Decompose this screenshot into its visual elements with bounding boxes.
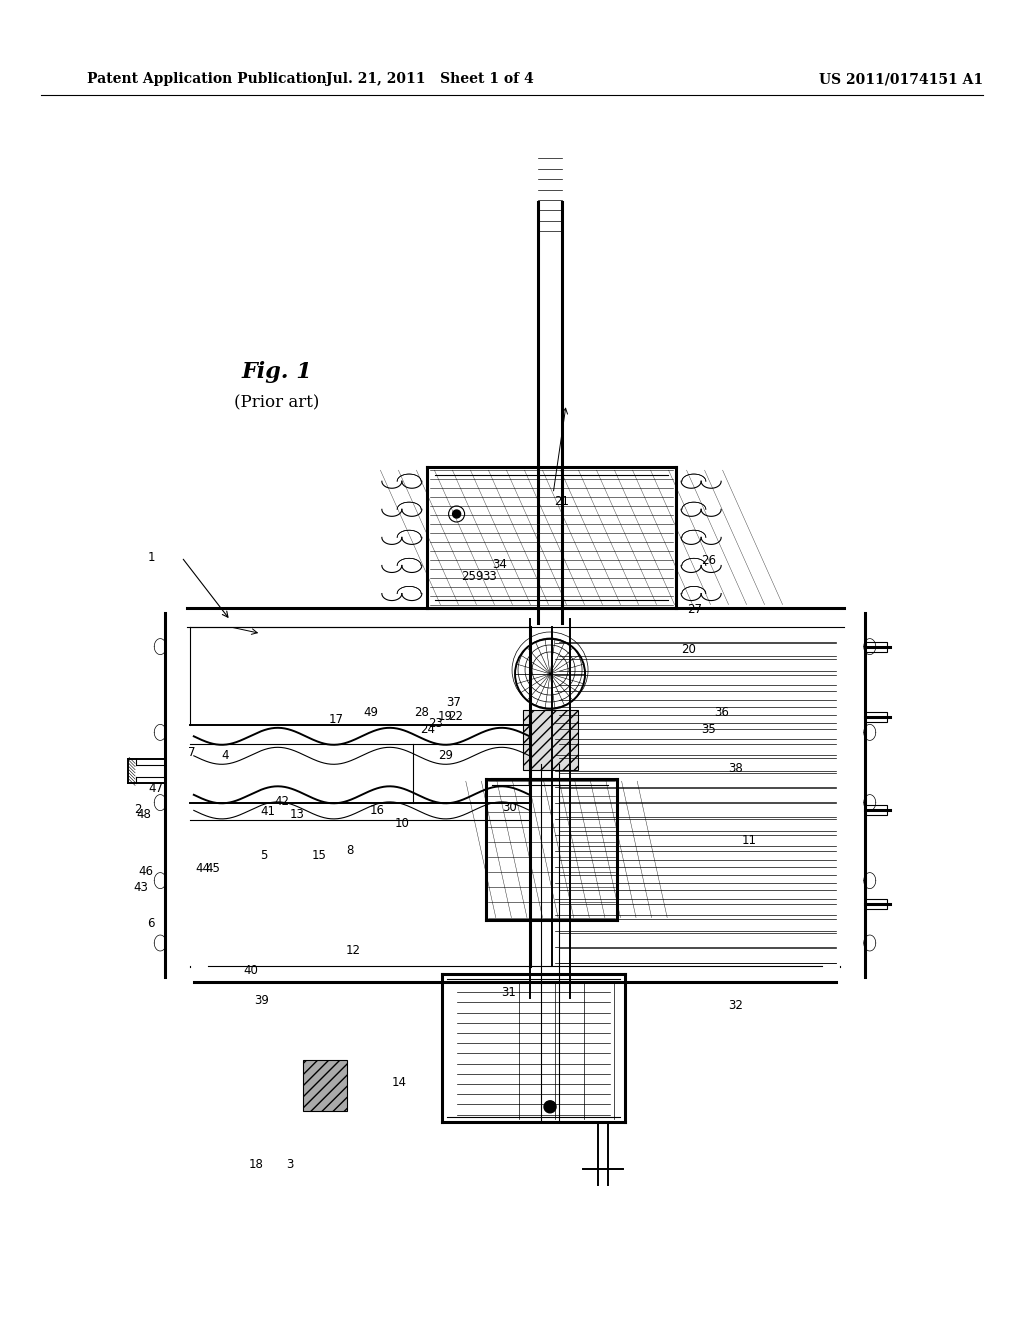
Bar (865, 899, 888, 909)
Text: 29: 29 (438, 748, 453, 762)
Text: 13: 13 (290, 808, 304, 821)
Text: 2: 2 (134, 803, 142, 816)
Text: 26: 26 (701, 554, 716, 568)
Text: 23: 23 (428, 717, 442, 730)
Text: 12: 12 (346, 944, 360, 957)
Text: 45: 45 (206, 862, 220, 875)
Text: 47: 47 (148, 781, 163, 795)
Text: 36: 36 (715, 706, 729, 719)
Text: 46: 46 (138, 865, 153, 878)
Text: 34: 34 (493, 558, 507, 572)
Text: 15: 15 (312, 849, 327, 862)
Text: 37: 37 (446, 696, 461, 709)
Text: 24: 24 (421, 723, 435, 737)
Text: Fig. 1: Fig. 1 (241, 362, 312, 383)
Text: 31: 31 (502, 986, 516, 999)
Text: 1: 1 (147, 550, 156, 564)
Text: Jul. 21, 2011   Sheet 1 of 4: Jul. 21, 2011 Sheet 1 of 4 (327, 73, 534, 86)
Text: 33: 33 (482, 570, 497, 583)
Bar (865, 642, 888, 652)
Text: 22: 22 (449, 710, 463, 723)
Text: 27: 27 (687, 603, 701, 616)
Circle shape (544, 1101, 556, 1113)
Text: 4: 4 (221, 748, 229, 762)
Text: 48: 48 (136, 808, 151, 821)
Text: 32: 32 (728, 999, 742, 1012)
Text: 30: 30 (503, 801, 517, 814)
Text: 41: 41 (261, 805, 275, 818)
Text: 21: 21 (554, 495, 568, 508)
Text: 17: 17 (329, 713, 343, 726)
Text: 43: 43 (134, 880, 148, 894)
Text: 25: 25 (462, 570, 476, 583)
Text: 16: 16 (370, 804, 384, 817)
Text: Patent Application Publication: Patent Application Publication (87, 73, 327, 86)
Text: 11: 11 (742, 834, 757, 847)
Text: 40: 40 (244, 964, 258, 977)
Text: 8: 8 (346, 843, 354, 857)
Text: 42: 42 (274, 795, 289, 808)
Text: 28: 28 (415, 706, 429, 719)
Circle shape (453, 510, 461, 517)
Text: 14: 14 (392, 1076, 407, 1089)
Text: 38: 38 (728, 762, 742, 775)
Text: 10: 10 (395, 817, 410, 830)
Bar (865, 805, 888, 816)
Text: 9: 9 (475, 570, 483, 583)
Text: 7: 7 (187, 746, 196, 759)
Bar (303, 1060, 347, 1110)
Text: 35: 35 (701, 723, 716, 737)
Text: 44: 44 (196, 862, 210, 875)
Text: 5: 5 (260, 849, 268, 862)
Text: 39: 39 (254, 994, 268, 1007)
Text: 49: 49 (364, 706, 378, 719)
Text: 18: 18 (249, 1158, 263, 1171)
Bar (522, 710, 578, 770)
Text: 6: 6 (146, 917, 155, 931)
Text: 20: 20 (681, 643, 695, 656)
Text: (Prior art): (Prior art) (233, 395, 319, 411)
Text: 3: 3 (286, 1158, 294, 1171)
Text: 19: 19 (438, 710, 453, 723)
Bar (865, 711, 888, 722)
Text: US 2011/0174151 A1: US 2011/0174151 A1 (819, 73, 983, 86)
